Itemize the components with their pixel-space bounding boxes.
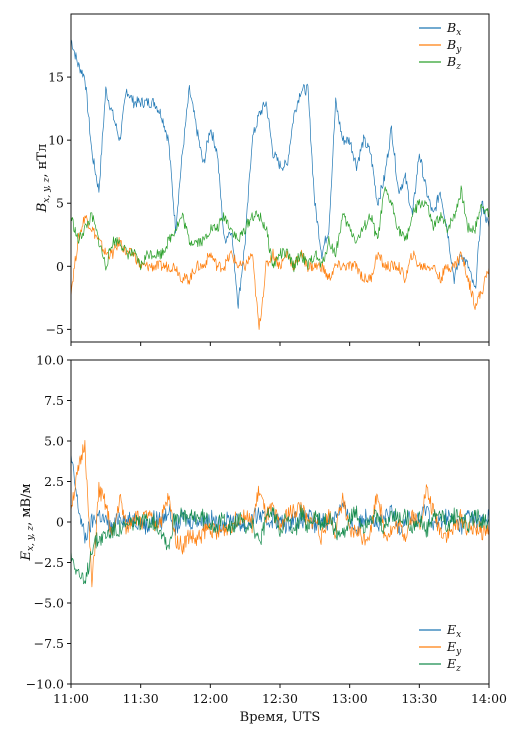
x-tick-label: 12:00 xyxy=(192,691,228,706)
y-tick-label: 0 xyxy=(56,515,64,530)
legend-label-y: By xyxy=(446,37,462,55)
legend-label-x: Bx xyxy=(446,20,461,38)
plot-frame xyxy=(70,13,490,343)
y-tick-label: 7.5 xyxy=(44,393,64,408)
x-axis-label: Время, UTS xyxy=(240,710,321,725)
legend-label-y: Ey xyxy=(446,639,462,657)
legend-label-x: Ex xyxy=(446,622,461,640)
y-tick-label: 15 xyxy=(48,70,64,85)
series-line-b-y xyxy=(71,215,489,330)
y-tick-label: 10 xyxy=(48,133,64,148)
legend-label-z: Bz xyxy=(446,54,461,72)
x-tick-label: 11:00 xyxy=(53,691,89,706)
x-tick-label: 12:30 xyxy=(262,691,298,706)
x-tick-label: 14:00 xyxy=(471,691,507,706)
y-tick-label: −10.0 xyxy=(26,677,64,692)
x-tick-label: 11:30 xyxy=(123,691,159,706)
y-axis-label: Ex, y, z, мВ/м xyxy=(19,483,36,561)
y-axis-label: Bx, y, z, нТл xyxy=(35,144,52,214)
y-tick-label: 2.5 xyxy=(44,474,64,489)
series-line-b-z xyxy=(71,185,489,273)
x-tick-label: 13:00 xyxy=(332,691,368,706)
y-tick-label: 0 xyxy=(56,259,64,274)
y-tick-label: −7.5 xyxy=(34,636,64,651)
series-line-e-z xyxy=(71,504,489,585)
y-tick-label: −5 xyxy=(46,322,64,337)
x-tick-label: 13:30 xyxy=(401,691,437,706)
legend-label-z: Ez xyxy=(446,656,461,674)
y-tick-label: −2.5 xyxy=(34,555,64,570)
y-tick-label: 5.0 xyxy=(44,434,64,449)
y-tick-label: −5.0 xyxy=(34,596,64,611)
series-line-e-y xyxy=(71,440,489,588)
y-tick-label: 5 xyxy=(56,196,64,211)
series-line-b-x xyxy=(71,39,489,309)
y-tick-label: 10.0 xyxy=(36,353,64,368)
electric-field-panel: 10.0 7.5 5.0 2.5 0 −2.5 −5.0 −7.5 −10.011:00 11:3… xyxy=(19,353,507,726)
